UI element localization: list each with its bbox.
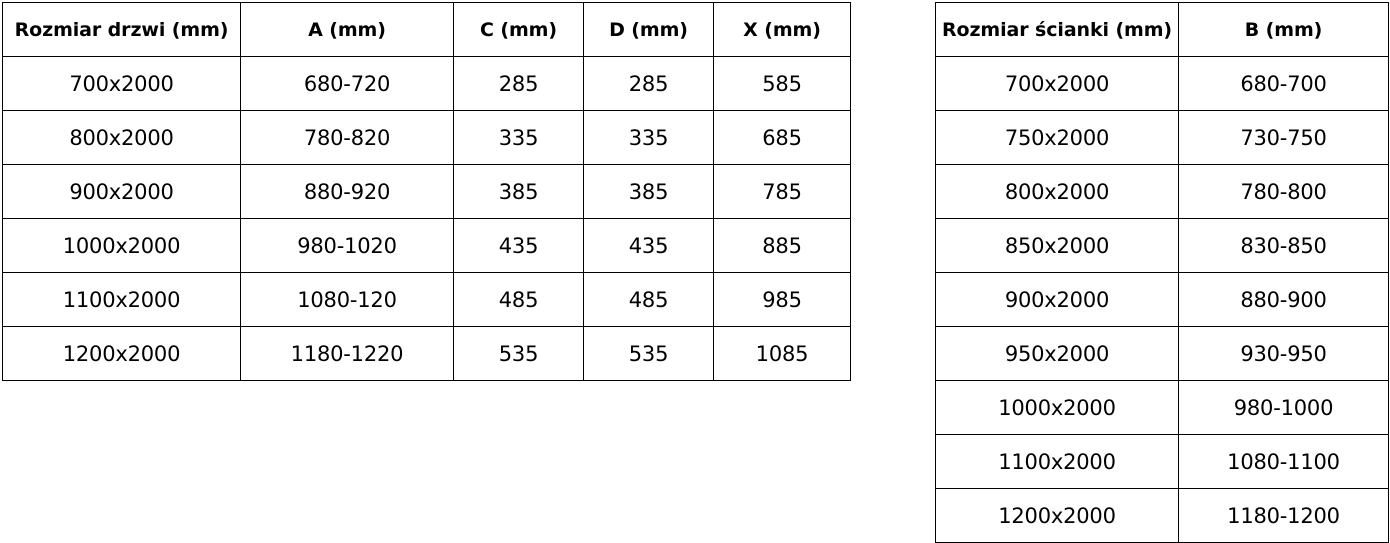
- table-row: 1200x2000 1180-1200: [935, 488, 1389, 543]
- cell-door-size: 700x2000: [2, 56, 241, 111]
- cell-a: 1080-120: [240, 272, 454, 327]
- cell-d: 535: [583, 326, 714, 381]
- cell-wall-size: 850x2000: [935, 218, 1179, 273]
- column-header-d: D (mm): [583, 2, 714, 57]
- cell-b: 830-850: [1178, 218, 1389, 273]
- cell-x: 885: [713, 218, 851, 273]
- table-header-row: Rozmiar drzwi (mm) A (mm) C (mm) D (mm) …: [2, 2, 851, 57]
- wall-size-table-header: Rozmiar ścianki (mm) B (mm): [935, 2, 1389, 57]
- cell-a: 680-720: [240, 56, 454, 111]
- cell-b: 1080-1100: [1178, 434, 1389, 489]
- table-header-row: Rozmiar ścianki (mm) B (mm): [935, 2, 1389, 57]
- table-row: 750x2000 730-750: [935, 110, 1389, 165]
- cell-x: 585: [713, 56, 851, 111]
- wall-size-table-body: 700x2000 680-700 750x2000 730-750 800x20…: [935, 56, 1389, 543]
- cell-b: 980-1000: [1178, 380, 1389, 435]
- column-header-b: B (mm): [1178, 2, 1389, 57]
- cell-c: 385: [453, 164, 584, 219]
- cell-x: 785: [713, 164, 851, 219]
- column-header-wall-size: Rozmiar ścianki (mm): [935, 2, 1179, 57]
- table-row: 1100x2000 1080-120 485 485 985: [2, 272, 851, 327]
- cell-c: 535: [453, 326, 584, 381]
- cell-d: 385: [583, 164, 714, 219]
- cell-wall-size: 700x2000: [935, 56, 1179, 111]
- door-size-table: Rozmiar drzwi (mm) A (mm) C (mm) D (mm) …: [2, 2, 851, 381]
- table-row: 950x2000 930-950: [935, 326, 1389, 381]
- cell-b: 780-800: [1178, 164, 1389, 219]
- cell-a: 880-920: [240, 164, 454, 219]
- cell-a: 780-820: [240, 110, 454, 165]
- door-size-table-header: Rozmiar drzwi (mm) A (mm) C (mm) D (mm) …: [2, 2, 851, 57]
- column-header-c: C (mm): [453, 2, 584, 57]
- table-row: 1100x2000 1080-1100: [935, 434, 1389, 489]
- table-row: 1000x2000 980-1000: [935, 380, 1389, 435]
- cell-wall-size: 800x2000: [935, 164, 1179, 219]
- cell-b: 680-700: [1178, 56, 1389, 111]
- table-row: 900x2000 880-900: [935, 272, 1389, 327]
- table-row: 900x2000 880-920 385 385 785: [2, 164, 851, 219]
- table-row: 700x2000 680-720 285 285 585: [2, 56, 851, 111]
- table-row: 1000x2000 980-1020 435 435 885: [2, 218, 851, 273]
- cell-wall-size: 950x2000: [935, 326, 1179, 381]
- cell-c: 335: [453, 110, 584, 165]
- cell-b: 880-900: [1178, 272, 1389, 327]
- cell-b: 730-750: [1178, 110, 1389, 165]
- cell-b: 1180-1200: [1178, 488, 1389, 543]
- cell-door-size: 1100x2000: [2, 272, 241, 327]
- cell-b: 930-950: [1178, 326, 1389, 381]
- cell-door-size: 1000x2000: [2, 218, 241, 273]
- table-row: 800x2000 780-820 335 335 685: [2, 110, 851, 165]
- table-row: 700x2000 680-700: [935, 56, 1389, 111]
- cell-d: 435: [583, 218, 714, 273]
- door-size-table-body: 700x2000 680-720 285 285 585 800x2000 78…: [2, 56, 851, 381]
- cell-a: 980-1020: [240, 218, 454, 273]
- column-header-x: X (mm): [713, 2, 851, 57]
- cell-door-size: 1200x2000: [2, 326, 241, 381]
- cell-x: 685: [713, 110, 851, 165]
- table-row: 1200x2000 1180-1220 535 535 1085: [2, 326, 851, 381]
- column-header-a: A (mm): [240, 2, 454, 57]
- cell-x: 985: [713, 272, 851, 327]
- cell-c: 435: [453, 218, 584, 273]
- cell-wall-size: 1000x2000: [935, 380, 1179, 435]
- cell-d: 285: [583, 56, 714, 111]
- cell-d: 335: [583, 110, 714, 165]
- cell-a: 1180-1220: [240, 326, 454, 381]
- cell-wall-size: 750x2000: [935, 110, 1179, 165]
- cell-wall-size: 1100x2000: [935, 434, 1179, 489]
- cell-wall-size: 900x2000: [935, 272, 1179, 327]
- cell-d: 485: [583, 272, 714, 327]
- wall-size-table: Rozmiar ścianki (mm) B (mm) 700x2000 680…: [935, 2, 1389, 543]
- cell-c: 485: [453, 272, 584, 327]
- cell-x: 1085: [713, 326, 851, 381]
- cell-c: 285: [453, 56, 584, 111]
- column-header-door-size: Rozmiar drzwi (mm): [2, 2, 241, 57]
- table-row: 800x2000 780-800: [935, 164, 1389, 219]
- table-row: 850x2000 830-850: [935, 218, 1389, 273]
- cell-wall-size: 1200x2000: [935, 488, 1179, 543]
- cell-door-size: 800x2000: [2, 110, 241, 165]
- cell-door-size: 900x2000: [2, 164, 241, 219]
